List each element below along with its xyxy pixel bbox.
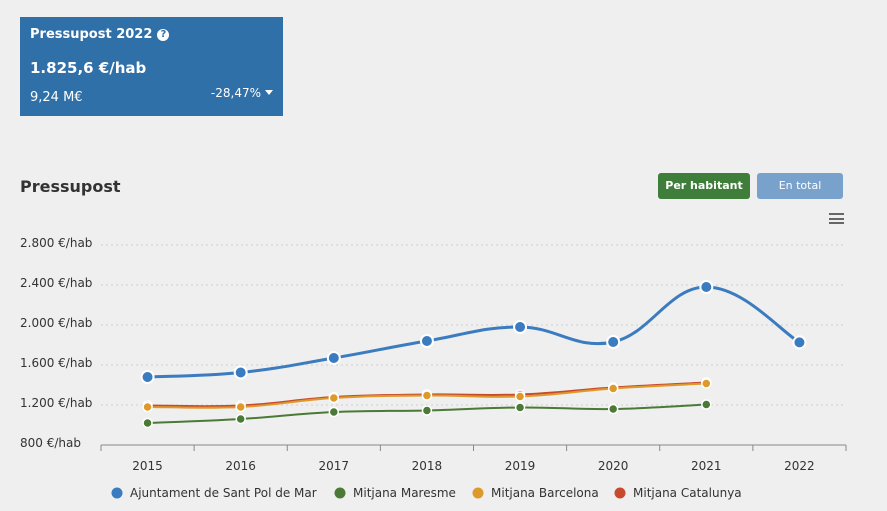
series-point-0 [419,334,434,348]
series-point-1 [328,406,340,418]
legend-label: Ajuntament de Sant Pol de Mar [130,486,317,500]
series-point-1 [701,399,712,410]
series-point-0 [792,335,807,350]
y-tick-label: 2.000 €/hab [20,316,92,330]
y-tick-label: 2.800 €/hab [20,236,92,250]
series-point-1 [235,413,246,425]
x-tick-label: 2022 [784,459,815,473]
series-point-1 [514,402,526,413]
series-point-2 [701,378,712,389]
help-icon[interactable]: ? [157,29,170,41]
series-point-1 [607,403,619,415]
legend-label: Mitjana Maresme [353,486,456,500]
series-point-0 [326,351,341,365]
series-point-0 [233,365,248,380]
caret-down-icon [265,90,273,95]
series-point-2 [421,390,433,401]
series-point-0 [699,280,714,294]
y-tick-label: 2.400 €/hab [20,276,92,290]
series-point-2 [235,401,246,413]
x-tick-label: 2020 [598,459,629,473]
section-title: Pressupost [20,177,121,196]
series-point-1 [142,417,153,429]
series-point-1 [421,405,433,416]
card-title: Pressupost 2022? [30,27,170,42]
x-tick-label: 2019 [505,459,536,473]
legend-marker [614,487,626,499]
legend-label: Mitjana Barcelona [491,486,599,500]
card-change-value: -28,47% [210,86,261,100]
legend-marker [111,487,123,499]
legend-marker [472,487,484,499]
x-tick-label: 2015 [132,459,163,473]
legend-label: Mitjana Catalunya [633,486,742,500]
x-tick-label: 2018 [412,459,443,473]
series-point-0 [140,370,155,384]
x-tick-label: 2021 [691,459,722,473]
card-total-value: 9,24 M€ [30,90,83,105]
x-tick-label: 2016 [225,459,256,473]
card-main-value: 1.825,6 €/hab [30,59,147,77]
series-point-2 [607,383,619,394]
y-tick-label: 1.600 €/hab [20,356,92,370]
series-point-0 [513,320,528,334]
budget-summary-card: Pressupost 2022? 1.825,6 €/hab 9,24 M€ -… [20,17,283,116]
card-change: -28,47% [211,86,273,100]
total-button[interactable]: En total [757,173,843,199]
per-habitant-button[interactable]: Per habitant [658,173,750,199]
y-tick-label: 800 €/hab [20,436,81,450]
series-point-2 [514,391,526,402]
series-line-0 [147,285,801,379]
menu-icon[interactable] [829,213,844,224]
x-tick-label: 2017 [319,459,350,473]
legend-marker [334,487,346,499]
card-title-text: Pressupost 2022 [30,27,153,42]
series-point-0 [606,335,621,349]
series-point-2 [142,401,153,413]
series-point-2 [328,392,340,404]
y-tick-label: 1.200 €/hab [20,396,92,410]
